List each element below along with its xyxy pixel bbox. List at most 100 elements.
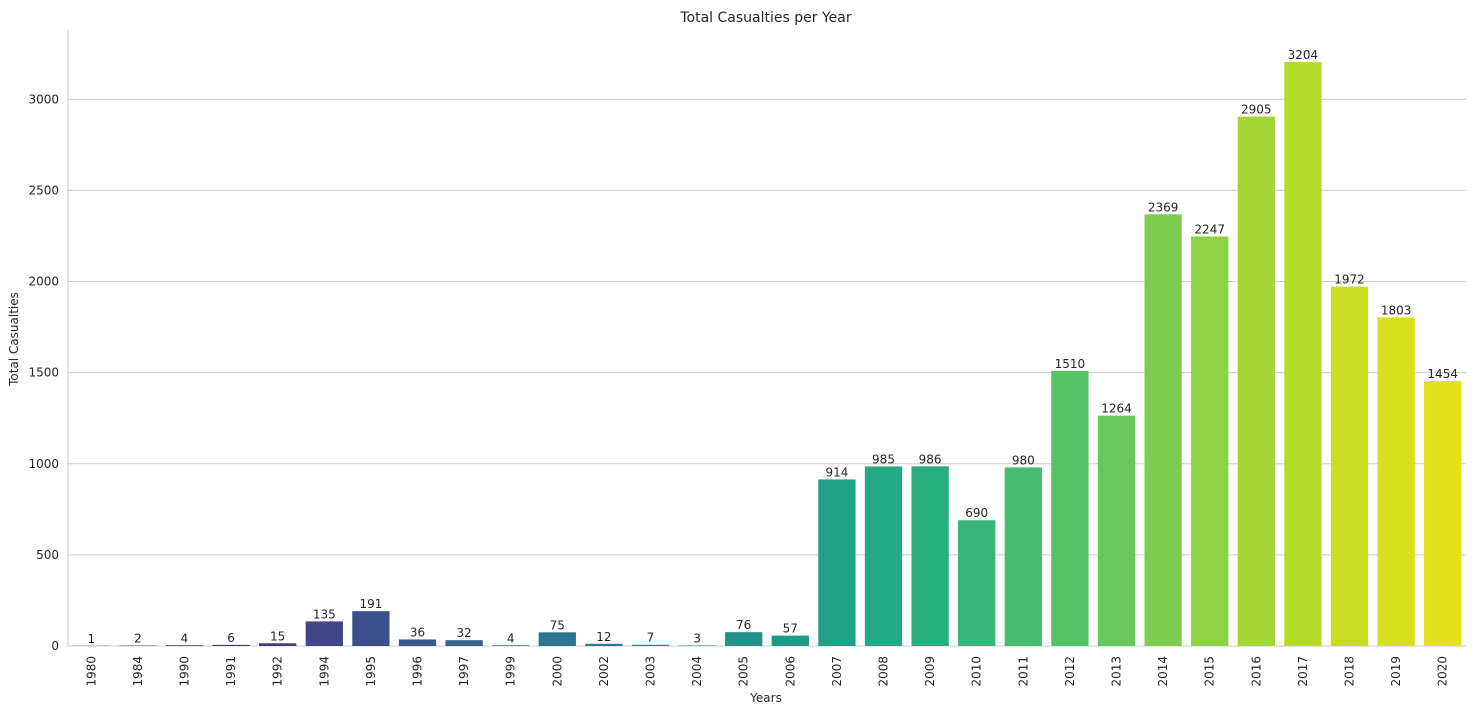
data-label-2002: 12 — [596, 630, 611, 644]
bar-1996 — [398, 639, 437, 646]
x-tick-label: 2002 — [597, 656, 611, 687]
x-tick-label: 2000 — [550, 656, 564, 687]
y-tick-label: 3000 — [28, 92, 59, 106]
bar-1992 — [259, 643, 297, 646]
bar-2008 — [864, 466, 903, 646]
data-label-2017: 3204 — [1288, 48, 1319, 62]
data-label-2013: 1264 — [1101, 402, 1132, 416]
data-label-1980: 1 — [87, 632, 95, 646]
bar-1990 — [165, 645, 204, 646]
data-label-2011: 980 — [1012, 453, 1035, 467]
x-tick-label: 2015 — [1203, 656, 1217, 687]
y-tick-label: 1500 — [28, 366, 59, 380]
x-tick-label: 2005 — [737, 656, 751, 687]
x-tick-label: 1980 — [84, 656, 98, 687]
x-tick-label: 1997 — [457, 656, 471, 687]
x-tick-labels: 1980 1984 1990 1991 1992 1994 1995 1996 1997 1999… — [84, 656, 1449, 687]
y-tick-label: 1000 — [28, 457, 59, 471]
y-tick-labels: 0 500 1000 1500 2000 2500 3000 — [28, 92, 59, 653]
x-tick-label: 2017 — [1296, 656, 1310, 687]
bar-2002 — [585, 643, 623, 646]
x-tick-label: 2013 — [1110, 656, 1124, 687]
bar-1994 — [305, 621, 343, 646]
data-label-2009: 986 — [919, 452, 942, 466]
data-label-2006: 57 — [783, 622, 798, 636]
x-tick-label: 2018 — [1343, 656, 1357, 687]
data-label-2005: 76 — [736, 618, 751, 632]
y-gridlines — [68, 98, 1466, 556]
x-tick-label: 2006 — [783, 656, 797, 687]
data-label-1996: 36 — [410, 625, 425, 639]
x-tick-label: 2020 — [1436, 656, 1450, 687]
bar-2009 — [911, 466, 949, 646]
x-tick-label: 2004 — [690, 656, 704, 687]
data-label-1997: 32 — [456, 626, 471, 640]
x-tick-label: 1992 — [271, 656, 285, 687]
y-tick-label: 2000 — [28, 275, 59, 289]
y-axis-label: Total Casualties — [7, 292, 21, 387]
x-tick-label: 1994 — [317, 656, 331, 687]
bar-2011 — [1004, 467, 1042, 646]
data-label-2015: 2247 — [1194, 222, 1225, 236]
data-label-2007: 914 — [825, 465, 848, 479]
bar-2012 — [1051, 370, 1089, 646]
bar-2017 — [1284, 62, 1322, 646]
bar-2003 — [631, 644, 670, 646]
bar-1997 — [445, 640, 483, 646]
data-label-1984: 2 — [134, 632, 142, 646]
x-tick-label: 2019 — [1389, 656, 1403, 687]
bar-2000 — [538, 632, 576, 646]
data-label-2012: 1510 — [1055, 357, 1086, 371]
data-label-2004: 3 — [693, 631, 701, 645]
data-label-1990: 4 — [181, 631, 189, 645]
data-label-2003: 7 — [647, 631, 655, 645]
data-label-2018: 1972 — [1334, 273, 1365, 287]
data-label-1992: 15 — [270, 629, 285, 643]
bar-2004 — [678, 645, 716, 646]
bars — [72, 62, 1462, 647]
data-label-2000: 75 — [550, 618, 565, 632]
x-tick-label: 2012 — [1063, 656, 1077, 687]
x-axis-label: Years — [749, 691, 782, 705]
bar-2016 — [1237, 116, 1275, 646]
x-tick-label: 2003 — [644, 656, 658, 687]
data-label-2008: 985 — [872, 452, 895, 466]
bar-2013 — [1097, 415, 1136, 646]
data-label-1991: 6 — [227, 631, 235, 645]
data-label-2019: 1803 — [1381, 303, 1412, 317]
x-tick-label: 2009 — [923, 656, 937, 687]
x-tick-label: 1991 — [224, 656, 238, 687]
bar-2006 — [771, 635, 809, 646]
y-tick-label: 500 — [36, 548, 59, 562]
x-tick-label: 1999 — [504, 656, 518, 687]
x-tick-label: 1995 — [364, 656, 378, 687]
bar-2015 — [1191, 236, 1229, 646]
x-tick-label: 2007 — [830, 656, 844, 687]
y-tick-label: 0 — [51, 639, 59, 653]
x-tick-label: 2008 — [877, 656, 891, 687]
x-tick-label: 1996 — [411, 656, 425, 687]
x-tick-label: 2016 — [1249, 656, 1263, 687]
data-label-2014: 2369 — [1148, 200, 1179, 214]
bar-2018 — [1330, 286, 1369, 646]
bar-2007 — [818, 479, 856, 646]
bar-1991 — [212, 644, 250, 646]
x-tick-label: 2014 — [1156, 656, 1170, 687]
bar-2014 — [1144, 214, 1182, 647]
bar-1999 — [492, 645, 530, 646]
x-tick-label: 2011 — [1016, 656, 1030, 687]
data-label-2010: 690 — [965, 506, 988, 520]
chart-title: Total Casualties per Year — [679, 10, 851, 26]
data-label-1995: 191 — [359, 597, 382, 611]
bar-1995 — [352, 611, 390, 646]
x-tick-label: 1984 — [131, 656, 145, 687]
bar-2020 — [1424, 381, 1462, 646]
bar-2005 — [725, 632, 763, 646]
data-label-2020: 1454 — [1427, 367, 1458, 381]
y-tick-label: 2500 — [28, 183, 59, 197]
data-label-1994: 135 — [313, 607, 336, 621]
bar-2019 — [1377, 317, 1415, 646]
x-tick-label: 2010 — [970, 656, 984, 687]
